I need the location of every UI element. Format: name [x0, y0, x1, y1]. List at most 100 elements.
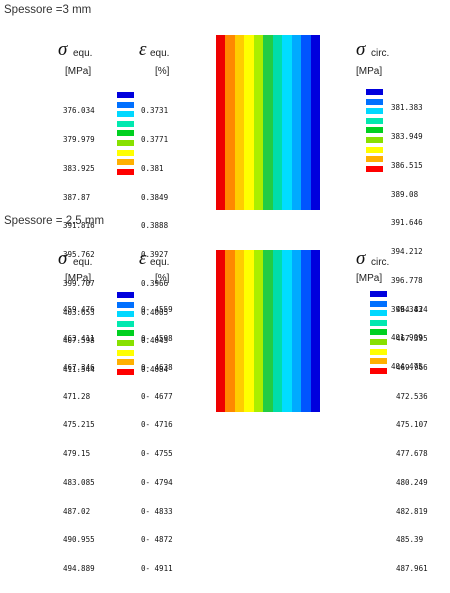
value: 0.3927 [141, 250, 169, 260]
section-title: Spessore =3 mm [4, 4, 92, 16]
value: 387.87 [63, 192, 91, 202]
value: 386.515 [391, 160, 423, 170]
contour-band [244, 250, 254, 412]
contour-band [272, 250, 283, 412]
eps-equ-values: 0- 4559 0- 4598 0- 4638 0- 4677 0- 4716 … [141, 286, 173, 593]
contour-band [216, 35, 226, 210]
value: 0- 4677 [141, 391, 173, 401]
value: 487.961 [396, 564, 428, 574]
sigma-equ-subscript: equ. [73, 48, 93, 59]
value: 0.4045 [141, 336, 169, 346]
value: 399.343 [391, 304, 423, 314]
value: 391.646 [391, 218, 423, 228]
legend-swatch [117, 168, 134, 175]
legend-swatch [117, 339, 134, 346]
sigma-circ-unit: [MPa] [356, 66, 383, 77]
section-2-5mm: Spessore = 2.5 mm σ equ. [MPa] ε equ. [%… [0, 205, 450, 573]
contour-band [282, 250, 292, 412]
eps-equ-unit: [%] [155, 273, 170, 284]
legend-swatch [370, 367, 387, 374]
legend-swatch [366, 117, 383, 124]
value: 381.383 [391, 103, 423, 113]
contour-band [244, 35, 254, 210]
legend-swatch [117, 111, 134, 118]
contour-band [225, 250, 235, 412]
section-title: Spessore = 2.5 mm [4, 215, 105, 227]
value: 0- 4598 [141, 333, 173, 343]
value: 403.653 [63, 307, 95, 317]
eps-equ-unit: [%] [155, 66, 170, 77]
value: 0- 4638 [141, 362, 173, 372]
legend-swatch [117, 159, 134, 166]
value: 467.346 [63, 362, 95, 372]
contour-plot [216, 35, 320, 210]
legend-swatch [370, 338, 387, 345]
sigma-equ-symbol: σ [58, 39, 68, 60]
legend-swatch [117, 349, 134, 356]
contour-band [225, 35, 235, 210]
eps-equ-values: 0.3731 0.3771 0.381 0.3849 0.3888 0.3927… [141, 87, 168, 394]
value: 404.475 [391, 362, 423, 372]
value: 483.085 [63, 477, 95, 487]
sigma-circ-symbol: σ [356, 39, 366, 60]
value: 485.39 [396, 535, 424, 545]
legend-swatch [370, 358, 387, 365]
contour-band [234, 250, 245, 412]
legend-swatch [366, 127, 383, 134]
sigma-equ-symbol: σ [58, 248, 68, 269]
contour-band [216, 250, 226, 412]
value: 394.212 [391, 247, 423, 257]
legend-swatch [117, 130, 134, 137]
sigma-equ-unit: [MPa] [65, 66, 92, 77]
value: 463.411 [63, 333, 95, 343]
value: 482.819 [396, 506, 428, 516]
sigma-equ-values: 459.476 463.411 467.346 471.28 475.215 4… [63, 286, 95, 593]
value: 475.215 [63, 420, 95, 430]
value: 407.598 [63, 336, 95, 346]
sigma-circ-values: 464.824 467.395 469.966 472.536 475.107 … [396, 286, 428, 593]
legend-swatch [370, 319, 387, 326]
value: 0.4084 [141, 365, 169, 375]
legend-swatch [117, 330, 134, 337]
legend-swatch [366, 165, 383, 172]
contour-band [310, 35, 320, 210]
contour-band [282, 35, 292, 210]
value: 469.966 [396, 362, 428, 372]
section-3mm: Spessore =3 mm σ equ. [MPa] ε equ. [%] 3… [0, 0, 450, 374]
legend-swatch [117, 368, 134, 375]
legend-swatch [370, 300, 387, 307]
color-legend-left [117, 92, 134, 178]
sigma-equ-subscript: equ. [73, 257, 93, 268]
contour-band [234, 35, 245, 210]
contour-band [310, 250, 320, 412]
sigma-circ-values: 381.383 383.949 386.515 389.08 391.646 3… [391, 84, 423, 391]
value: 0.3771 [141, 134, 169, 144]
legend-swatch [370, 310, 387, 317]
legend-swatch [117, 311, 134, 318]
value: 0.3849 [141, 192, 169, 202]
value: 479.15 [63, 449, 91, 459]
contour-band [301, 250, 311, 412]
legend-swatch [117, 292, 134, 298]
value: 472.536 [396, 391, 428, 401]
legend-swatch [117, 359, 134, 366]
legend-swatch [117, 139, 134, 146]
value: 0.3966 [141, 278, 169, 288]
value: 0- 4872 [141, 535, 173, 545]
sigma-circ-symbol: σ [356, 248, 366, 269]
value: 487.02 [63, 506, 91, 516]
sigma-circ-unit: [MPa] [356, 273, 383, 284]
value: 490.955 [63, 535, 95, 545]
value: 459.476 [63, 305, 95, 315]
contour-band [291, 35, 302, 210]
legend-swatch [117, 120, 134, 127]
eps-equ-symbol: ε [139, 39, 147, 60]
value: 477.678 [396, 449, 428, 459]
contour-plot [216, 250, 320, 412]
legend-swatch [366, 98, 383, 105]
color-legend-right [370, 291, 387, 377]
eps-equ-symbol: ε [139, 248, 147, 269]
sigma-circ-subscript: circ. [371, 48, 390, 59]
legend-swatch [366, 146, 383, 153]
legend-swatch [117, 301, 134, 308]
